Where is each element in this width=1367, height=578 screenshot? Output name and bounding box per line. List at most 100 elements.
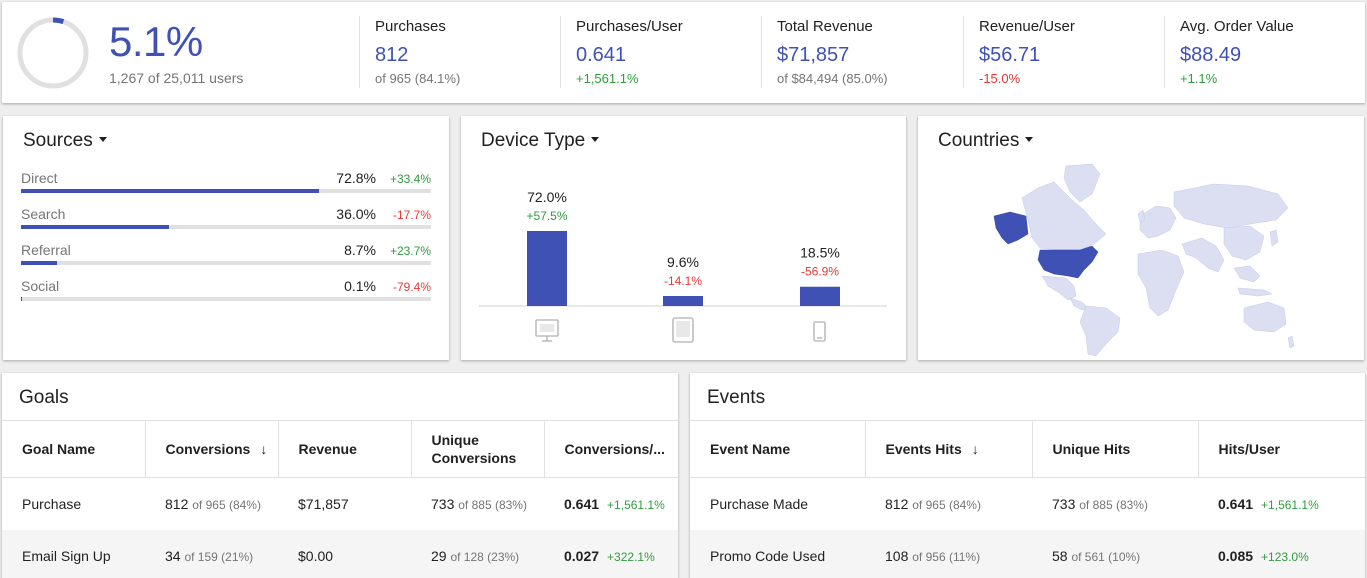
value-of: of 561 (10%) [1071,549,1141,564]
goal-revenue: $0.00 [278,529,411,578]
col-label: Conversions [165,441,251,457]
event-name: Purchase Made [710,495,809,512]
rate-change: +123.0% [1261,549,1309,564]
device-pct-label: 18.5% [800,245,840,261]
col-label: Events Hits [885,441,962,457]
goal-rate: 0.027 +322.1% [544,529,678,578]
value: 58 [1052,547,1068,564]
metric-value: 0.641 [576,44,627,66]
table-row[interactable]: Promo Code Used 108 of 956 (11%) 58 of 5… [690,529,1365,578]
col-goal-name[interactable]: Goal Name [2,420,146,478]
events-card: Events Event Name Events Hits ↓ Unique Hi… [690,373,1365,578]
source-name: Referral [21,242,71,258]
source-name: Social [21,278,60,294]
source-row-search[interactable]: Search 36.0% -17.7% [21,206,431,230]
source-name: Direct [21,170,58,186]
goal-rate: 0.641 +1,561.1% [544,478,678,530]
source-row-social[interactable]: Social 0.1% -79.4% [21,278,431,302]
caret-down-icon [1025,136,1034,142]
table-row[interactable]: Purchase Made 812 of 965 (84%) 733 of 88… [690,478,1365,530]
source-bar-track [21,225,431,229]
goals-header-row: Goal Name Conversions ↓ Revenue Unique Co… [2,420,678,478]
col-revenue[interactable]: Revenue [278,420,412,478]
device-title: Device Type [481,130,586,151]
metric-value: $88.49 [1180,44,1242,66]
col-conversions-rate[interactable]: Conversions/... [544,420,678,478]
device-card: Device Type 72.0% +57.5% 9.6% -14.1% 18.5% -5… [461,116,906,360]
source-pct: 36.0% [336,206,376,222]
device-pct-label: 72.0% [527,189,567,205]
metric-total-revenue: Total Revenue $71,857 of $84,494 (85.0%) [761,16,888,88]
table-row[interactable]: Purchase 812 of 965 (84%) $71,857 733 of… [2,478,678,530]
value: 733 [431,495,455,512]
device-change-label: -14.1% [664,274,702,288]
value: 34 [165,547,181,564]
value: 812 [165,495,189,512]
col-event-name[interactable]: Event Name [690,420,866,478]
device-pct-label: 9.6% [667,254,699,270]
metric-label: Total Revenue [777,18,873,35]
source-pct: 0.1% [344,278,376,294]
event-unique: 58 of 561 (10%) [1032,529,1198,578]
rate-change: +322.1% [607,549,655,564]
events-table: Event Name Events Hits ↓ Unique Hits Hits… [690,420,1365,578]
col-unique-conversions[interactable]: Unique Conversions [411,420,545,478]
events-header-row: Event Name Events Hits ↓ Unique Hits Hits… [690,420,1365,478]
source-bar-fill [21,261,57,265]
metric-label: Purchases/User [576,18,683,35]
source-change: +33.4% [389,172,431,186]
conversion-rate: 5.1% [109,18,203,65]
col-events-hits[interactable]: Events Hits ↓ [865,420,1033,478]
metric-value: $71,857 [777,44,850,66]
value-of: of 885 (83%) [1079,497,1148,512]
value-of: of 956 (11%) [912,549,981,564]
value: 812 [885,495,909,512]
device-bar[interactable] [663,296,703,306]
goal-conversions: 34 of 159 (21%) [145,529,278,578]
metric-label: Avg. Order Value [1180,18,1294,35]
device-bar[interactable] [527,231,567,306]
source-change: +23.7% [389,244,431,258]
rate-change: +1,561.1% [607,497,665,512]
metric-sub: of $84,494 (85.0%) [777,71,888,86]
world-map-highlight [993,211,1099,279]
metric-value: 812 [375,44,409,66]
goals-table: Goal Name Conversions ↓ Revenue Unique Co… [2,420,678,578]
table-row[interactable]: Email Sign Up 34 of 159 (21%) $0.00 29 o… [2,529,678,578]
countries-dropdown[interactable]: Countries [938,130,1034,152]
metric-value: $56.71 [979,44,1041,66]
metric-purchases-per-user: Purchases/User 0.641 +1,561.1% [560,16,683,88]
kpi-card: 5.1% 1,267 of 25,011 users Purchases 812… [2,2,1365,103]
sources-card: Sources Direct 72.8% +33.4% Search 36.0%… [3,116,449,360]
sources-dropdown[interactable]: Sources [23,130,107,152]
value: 108 [885,547,909,564]
col-hits-per-user[interactable]: Hits/User [1198,420,1365,478]
goals-card: Goals Goal Name Conversions ↓ Revenue Uni… [2,373,678,578]
metric-avg-order-value: Avg. Order Value $88.49 +1.1% [1164,16,1294,88]
source-row-referral[interactable]: Referral 8.7% +23.7% [21,242,431,266]
source-row-direct[interactable]: Direct 72.8% +33.4% [21,170,431,194]
device-bar[interactable] [800,286,840,306]
mobile-icon [813,321,826,342]
value-of: of 885 (83%) [458,497,527,512]
rate-change: +1,561.1% [1261,497,1319,512]
tablet-icon [672,317,694,343]
value-of: of 159 (21%) [184,549,254,564]
world-map-base [1021,163,1295,357]
caret-down-icon [591,136,600,142]
col-conversions[interactable]: Conversions ↓ [145,420,279,478]
device-dropdown[interactable]: Device Type [481,130,600,152]
metric-revenue-per-user: Revenue/User $56.71 -15.0% [963,16,1075,88]
metric-sub: +1.1% [1180,71,1218,86]
countries-card: Countries [918,116,1364,360]
device-chart: 72.0% +57.5% 9.6% -14.1% 18.5% -56.9% [479,189,887,343]
event-rate: 0.085 +123.0% [1198,529,1365,578]
col-unique-hits[interactable]: Unique Hits [1032,420,1199,478]
value: 29 [431,547,447,564]
conversion-sub: 1,267 of 25,011 users [109,70,244,86]
metric-sub: of 965 (84.1%) [375,71,461,86]
source-pct: 72.8% [336,170,376,186]
metric-label: Purchases [375,18,446,35]
conversion-ring [17,17,89,89]
goal-conversions: 812 of 965 (84%) [145,478,278,530]
